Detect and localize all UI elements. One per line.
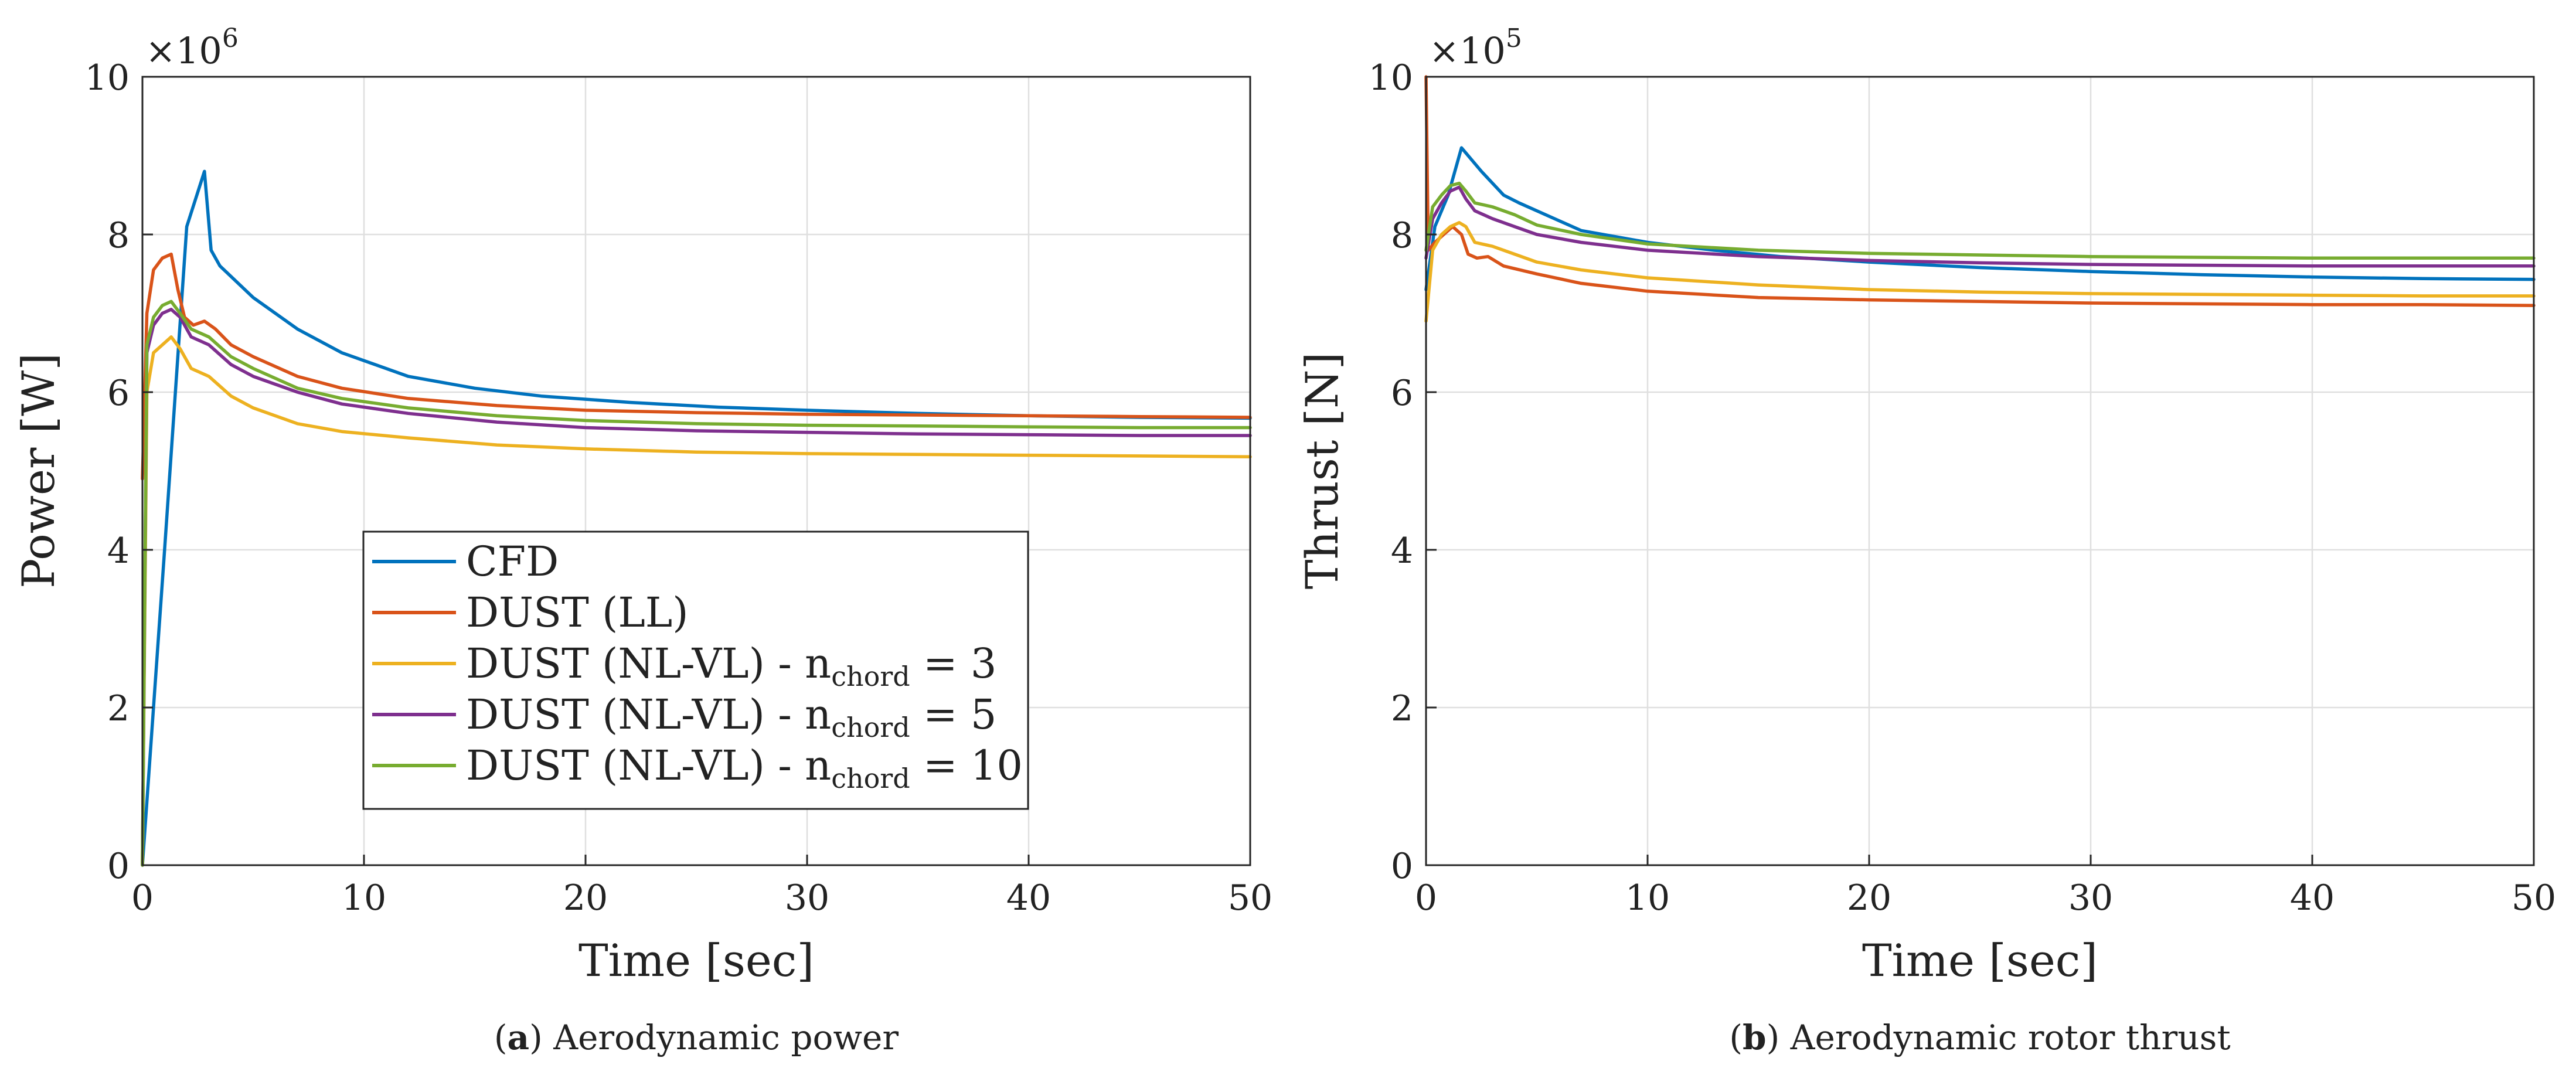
- power-y-tick-label: 2: [107, 688, 130, 729]
- power-series-ll: [141, 252, 1252, 481]
- power-multiplier: ×106: [145, 23, 239, 72]
- power-x-tick-label: 40: [1006, 877, 1051, 919]
- power-y-tick-label: 10: [85, 57, 130, 98]
- power-y-tick-label: 6: [107, 373, 130, 414]
- thrust-chart: 0 10 20 30 40 50 0 2 4 6 8 10 ×105 Time [sec] Thru…: [1296, 23, 2556, 1057]
- thrust-plot-frame: [1425, 76, 2535, 866]
- thrust-y-tick-label: 4: [1391, 530, 1413, 572]
- power-y-tick-label: 4: [107, 530, 130, 572]
- thrust-series-nc3: [1424, 221, 2536, 323]
- power-x-tick-label: 0: [131, 877, 154, 919]
- power-y-axis-label: Power [W]: [12, 353, 64, 589]
- thrust-x-tick-label: 50: [2512, 877, 2556, 919]
- thrust-x-tick-label: 40: [2290, 877, 2335, 919]
- legend-label-ll: DUST (LL): [466, 589, 689, 637]
- power-series-nc3: [141, 335, 1252, 867]
- power-chart: 0 10 20 30 40 50 0 2 4 6 8 10 ×106 Time [sec] Powe…: [12, 23, 1272, 1057]
- legend-box: [362, 530, 1029, 810]
- power-y-tick-label: 0: [107, 846, 130, 887]
- power-series-nc5: [141, 308, 1252, 867]
- power-plot-frame: [141, 76, 1251, 866]
- thrust-y-tick-label: 6: [1391, 373, 1413, 414]
- legend-label-nc5: DUST (NL-VL) - nchord = 5: [466, 691, 996, 743]
- thrust-x-ticks: 0 10 20 30 40 50: [1415, 855, 2556, 919]
- legend-label-nc10: DUST (NL-VL) - nchord = 10: [466, 742, 1023, 794]
- thrust-caption: (b) Aerodynamic rotor thrust: [1729, 1018, 2230, 1057]
- power-caption: (a) Aerodynamic power: [494, 1018, 899, 1057]
- thrust-y-tick-label: 10: [1369, 57, 1413, 98]
- thrust-multiplier: ×105: [1429, 23, 1522, 72]
- thrust-x-tick-label: 20: [1847, 877, 1891, 919]
- legend-label-nc3: DUST (NL-VL) - nchord = 3: [466, 640, 996, 692]
- thrust-x-axis-label: Time [sec]: [1862, 934, 2098, 987]
- power-x-axis-label: Time [sec]: [579, 934, 814, 987]
- thrust-y-tick-label: 2: [1391, 688, 1413, 729]
- thrust-x-tick-label: 0: [1415, 877, 1437, 919]
- thrust-y-tick-label: 0: [1391, 846, 1413, 887]
- thrust-y-ticks: 0 2 4 6 8 10: [1369, 57, 1437, 887]
- power-x-ticks: 0 10 20 30 40 50: [131, 855, 1272, 919]
- power-series-nc10: [141, 300, 1252, 867]
- thrust-series-nc5: [1424, 185, 2536, 268]
- power-x-tick-label: 20: [563, 877, 608, 919]
- thrust-series-nc10: [1424, 181, 2536, 260]
- power-x-tick-label: 50: [1228, 877, 1272, 919]
- thrust-x-tick-label: 30: [2068, 877, 2113, 919]
- thrust-y-tick-label: 8: [1391, 215, 1413, 256]
- thrust-series-lines: [1424, 75, 2536, 323]
- thrust-grid: [1426, 77, 2534, 865]
- power-y-ticks: 0 2 4 6 8 10: [85, 57, 153, 887]
- power-x-tick-label: 30: [785, 877, 829, 919]
- power-series-lines: [141, 169, 1252, 867]
- legend-label-cfd: CFD: [466, 538, 559, 586]
- thrust-y-axis-label: Thrust [N]: [1296, 352, 1348, 589]
- power-y-tick-label: 8: [107, 215, 130, 256]
- power-x-tick-label: 10: [342, 877, 386, 919]
- thrust-x-tick-label: 10: [1625, 877, 1670, 919]
